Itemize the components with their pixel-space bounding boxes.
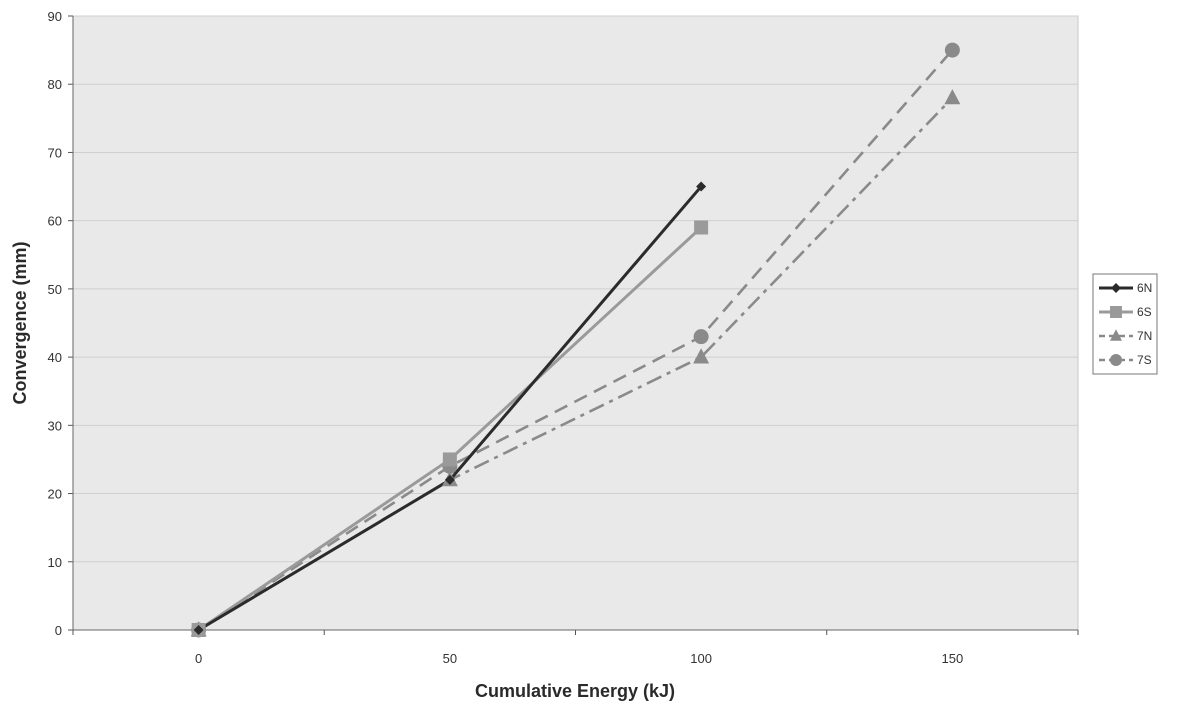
legend-marker-6n [1111,283,1121,293]
plot-area [72,15,1079,631]
y-axis-title: Convergence (mm) [10,241,30,404]
y-tick-label: 70 [48,145,62,160]
data-point-7n [693,348,710,364]
legend: 6N 6S 7N 7S [1092,273,1158,375]
legend-marker-6s [1110,306,1122,318]
x-tick-label: 100 [690,651,712,666]
series-line-7s [197,49,954,632]
axes: 0 10 20 30 40 50 60 70 80 90 0 50 100 150 [48,9,1079,666]
data-point-6s [442,452,457,467]
y-tick-label: 20 [48,487,62,502]
y-tick-label: 40 [48,350,62,365]
y-tick-label: 60 [48,214,62,229]
legend-label-6s: 6S [1137,305,1152,319]
y-tick-label: 90 [48,9,62,24]
y-tick-label: 80 [48,77,62,92]
legend-box [1092,273,1158,375]
data-point-6n [696,181,707,192]
legend-marker-7s [1110,354,1122,366]
x-tick-label: 0 [195,651,202,666]
series-layer [190,42,961,638]
x-tick-label: 50 [443,651,457,666]
y-tick-label: 0 [55,623,62,638]
y-tick-label: 10 [48,555,62,570]
data-point-7n [944,89,961,105]
legend-label-6n: 6N [1137,281,1152,295]
data-point-6n [193,625,204,635]
data-point-7s [944,42,960,58]
data-point-7s [693,329,709,345]
y-tick-label: 30 [48,418,62,433]
data-point-6s [694,220,709,235]
y-tick-label: 50 [48,282,62,297]
legend-label-7n: 7N [1137,329,1152,343]
x-tick-label: 150 [942,651,964,666]
legend-label-7s: 7S [1137,353,1152,367]
x-axis-title: Cumulative Energy (kJ) [475,681,675,701]
data-point-6n [444,474,455,485]
legend-marker-7n [1110,329,1122,341]
gridlines [73,15,1078,563]
plot-background [72,15,1079,631]
